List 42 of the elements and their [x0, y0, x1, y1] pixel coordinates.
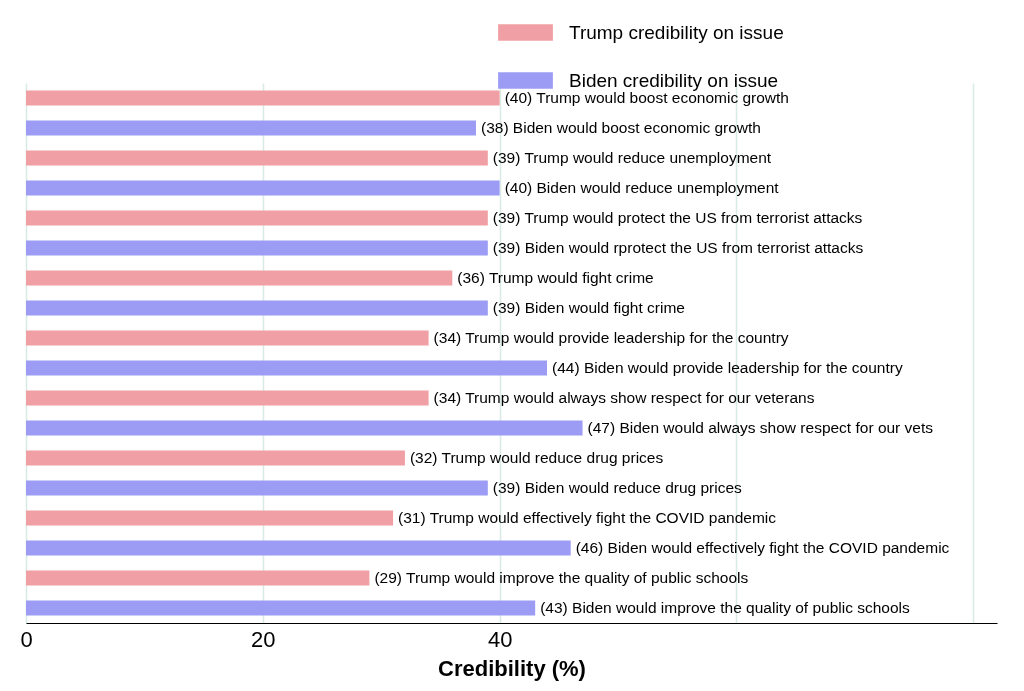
x-tick-label: 40: [487, 626, 513, 652]
bar: [26, 240, 488, 256]
text: (34) Trump would always show respect for our veterans: [433, 389, 815, 406]
text: (39) Trump would protect the US from terrorist attacks: [492, 209, 863, 226]
bar: [26, 390, 429, 406]
legend-label: Trump credibility on issue: [569, 21, 784, 43]
x-tick-label: 20: [251, 626, 276, 652]
bar: [26, 90, 500, 106]
text: (44) Biden would provide leadership for the country: [552, 359, 903, 376]
text: (40) Trump would boost economic growth: [504, 89, 789, 106]
x-axis-title: Credibility (%): [438, 655, 586, 681]
bar: [26, 420, 583, 436]
text: (43) Biden would improve the quality of public schools: [540, 599, 910, 616]
bar: [26, 180, 500, 196]
bar: [26, 540, 571, 556]
bar: [26, 120, 476, 136]
text: (38) Biden would boost economic growth: [480, 119, 761, 136]
bar: [26, 330, 429, 346]
bar: [26, 360, 548, 376]
bar: [26, 150, 488, 166]
text: (40) Biden would reduce unemployment: [504, 179, 779, 196]
text: (46) Biden would effectively fight the COVID pandemic: [575, 539, 950, 556]
bar: [26, 270, 453, 286]
bar: [26, 510, 394, 526]
text: (32) Trump would reduce drug prices: [409, 449, 664, 466]
text: (31) Trump would effectively fight the COVID pandemic: [398, 509, 777, 526]
text: (39) Biden would reduce drug prices: [492, 479, 742, 496]
bar: [26, 570, 370, 586]
text: (34) Trump would provide leadership for the country: [433, 329, 789, 346]
bar: [26, 450, 405, 466]
text: (39) Biden would rprotect the US from terrorist attacks: [492, 239, 864, 256]
bar: [26, 210, 488, 226]
bar: [26, 300, 488, 316]
text: (39) Biden would fight crime: [492, 299, 685, 316]
legend-label: Biden credibility on issue: [569, 69, 779, 91]
text: (29) Trump would improve the quality of public schools: [374, 569, 749, 586]
text: (39) Trump would reduce unemployment: [492, 149, 772, 166]
text: (47) Biden would always show respect for our vets: [587, 419, 934, 436]
x-tick-label: 0: [20, 626, 33, 652]
bar: [26, 480, 488, 496]
text: (36) Trump would fight crime: [457, 269, 654, 286]
bar: [26, 600, 536, 616]
